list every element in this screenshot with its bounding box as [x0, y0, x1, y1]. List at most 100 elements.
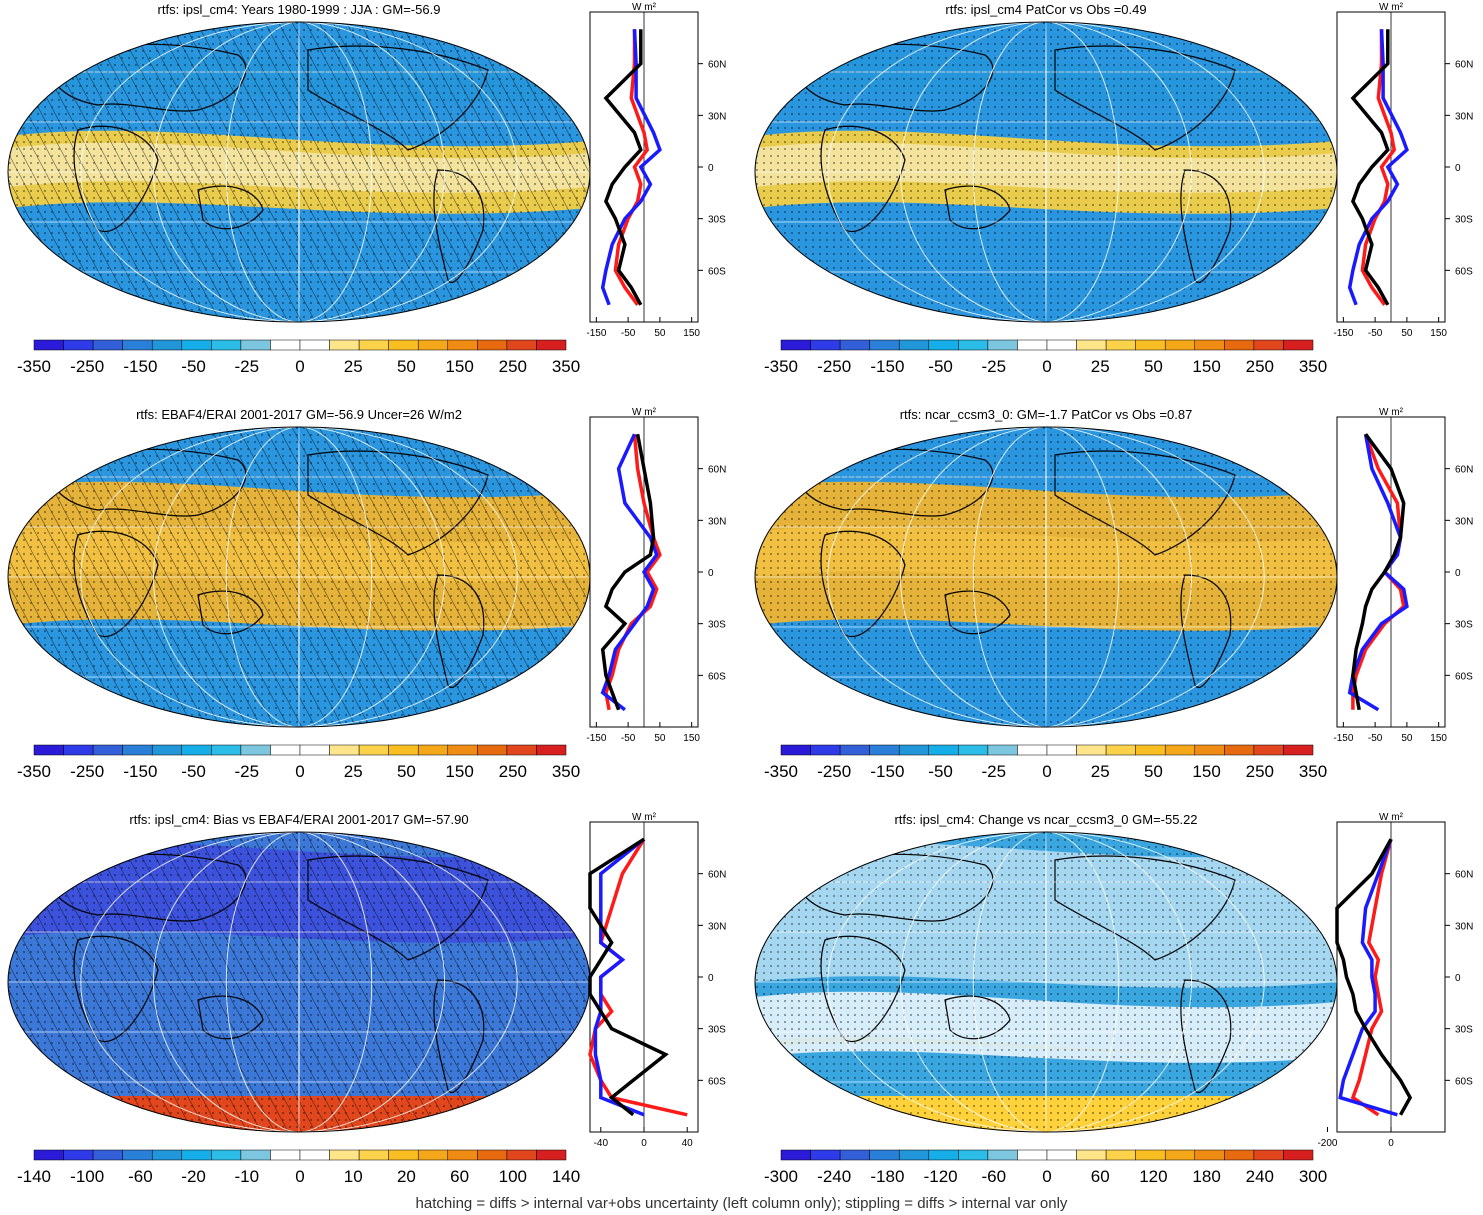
longitude-gridline [298, 22, 300, 322]
lat-tick-label: 30N [708, 111, 726, 122]
zonal-x-tick-label: 150 [1430, 733, 1447, 744]
colorbar-label: 150 [1192, 357, 1220, 376]
lat-tick-label: 0 [1455, 568, 1461, 579]
colorbar-swatch [299, 744, 330, 756]
zonal-x-tick-label: -150 [586, 328, 606, 339]
map [755, 427, 1337, 727]
lat-tick-label: 30S [708, 1025, 726, 1036]
zonal-line-b [593, 837, 646, 1117]
colorbar-label: 250 [1246, 762, 1274, 781]
colorbar-label: -250 [70, 357, 104, 376]
lat-tick-label: 0 [1455, 973, 1461, 984]
colorbar-label: -50 [928, 357, 953, 376]
colorbar-swatch [211, 744, 242, 756]
longitude-gridline [298, 427, 300, 727]
colorbar-swatch [1076, 744, 1107, 756]
lat-tick-label: 30N [1455, 921, 1473, 932]
colorbar-swatch [299, 1149, 330, 1161]
panel: rtfs: ipsl_cm4: Change vs ncar_ccsm3_0 G… [754, 812, 1473, 1186]
panel: rtfs: ipsl_cm4 PatCor vs Obs =0.49 -350 -2… [754, 2, 1473, 376]
colorbar-label: -150 [123, 762, 157, 781]
colorbar-label: -250 [70, 762, 104, 781]
colorbar-label: 120 [1139, 1167, 1167, 1186]
longitude-gridline [972, 22, 1120, 322]
colorbar-swatch [958, 744, 989, 756]
panel: rtfs: EBAF4/ERAI 2001-2017 GM=-56.9 Unce… [7, 407, 726, 781]
colorbar-swatch [240, 1149, 271, 1161]
zonal-line-c [588, 837, 669, 1117]
colorbar-swatch [63, 1149, 94, 1161]
lat-tick-label: 30S [708, 215, 726, 226]
lat-tick-label: 60S [1455, 266, 1473, 277]
colorbar-swatch [1135, 1149, 1166, 1161]
panel: rtfs: ncar_ccsm3_0: GM=-1.7 PatCor vs Ob… [754, 407, 1473, 781]
colorbar-swatch [987, 1149, 1018, 1161]
longitude-gridline [827, 22, 1265, 322]
colorbar-swatch [780, 744, 811, 756]
colorbar-label: 10 [344, 1167, 363, 1186]
zonal-x-tick-label: -50 [621, 328, 636, 339]
zonal-x-tick-label: 150 [1430, 328, 1447, 339]
colorbar-swatch [151, 1149, 183, 1161]
longitude-gridline [972, 427, 1120, 727]
colorbar-label: -180 [870, 1167, 904, 1186]
map [755, 22, 1337, 322]
colorbar-swatch [1283, 339, 1314, 351]
colorbar-swatch [1194, 744, 1225, 756]
colorbar-swatch [329, 339, 360, 351]
colorbar-label: 300 [1299, 1167, 1327, 1186]
colorbar-label: 150 [445, 357, 473, 376]
colorbar-swatch [1253, 339, 1284, 351]
map [8, 427, 590, 727]
colorbar-label: -60 [982, 1167, 1007, 1186]
colorbar-swatch [898, 1149, 930, 1161]
map [755, 832, 1337, 1132]
colorbar-swatch [329, 1149, 360, 1161]
zonal-mean-plot: W m² -40 0 40 60N 30N 0 30S 60S [588, 812, 726, 1149]
colorbar-swatch [33, 339, 64, 351]
colorbar-label: 350 [552, 357, 580, 376]
colorbar-swatch [329, 744, 360, 756]
panel: rtfs: ipsl_cm4: Bias vs EBAF4/ERAI 2001-… [7, 812, 726, 1186]
colorbar-swatch [1076, 339, 1107, 351]
colorbar-label: 180 [1192, 1167, 1220, 1186]
colorbar-label: 60 [1091, 1167, 1110, 1186]
longitude-gridline [153, 832, 445, 1132]
colorbar-swatch [1135, 339, 1166, 351]
colorbar-swatch [477, 744, 508, 756]
colorbar-swatch [1224, 339, 1255, 351]
colorbar-swatch [270, 339, 301, 351]
colorbar-swatch [33, 1149, 64, 1161]
colorbar-swatch [388, 1149, 419, 1161]
colorbar-swatch [447, 744, 478, 756]
colorbar-swatch [477, 1149, 508, 1161]
lat-tick-label: 30N [1455, 516, 1473, 527]
zonal-mean-plot: W m² -150 -50 50 150 60N 30N 0 30S 60S [586, 407, 726, 744]
colorbar-label: 0 [1042, 1167, 1051, 1186]
longitude-gridline [225, 22, 373, 322]
zonal-x-tick-label: 50 [1401, 733, 1413, 744]
longitude-gridline [827, 427, 1265, 727]
colorbar-swatch [1105, 339, 1136, 351]
colorbar-swatch [1105, 744, 1136, 756]
colorbar-swatch [1194, 1149, 1225, 1161]
colorbar-swatch [1046, 339, 1077, 351]
colorbar-label: -25 [235, 357, 260, 376]
colorbar-swatch [477, 339, 508, 351]
colorbar-swatch [958, 1149, 989, 1161]
lat-tick-label: 30S [1455, 215, 1473, 226]
longitude-gridline [225, 427, 373, 727]
zonal-x-tick-label: 150 [683, 733, 700, 744]
colorbar-swatch [63, 339, 94, 351]
colorbar-swatch [181, 1149, 212, 1161]
longitude-gridline [153, 22, 445, 322]
colorbar-swatch [1017, 339, 1048, 351]
zonal-line-a [1351, 433, 1406, 710]
lat-tick-label: 30S [1455, 1025, 1473, 1036]
longitude-gridline [972, 832, 1120, 1132]
zonal-units: W m² [632, 2, 657, 13]
zonal-x-tick-label: -200 [1317, 1138, 1337, 1149]
colorbar-swatch [92, 339, 123, 351]
panel-title: rtfs: ipsl_cm4: Years 1980-1999 : JJA : … [158, 2, 441, 17]
zonal-units: W m² [632, 812, 657, 823]
